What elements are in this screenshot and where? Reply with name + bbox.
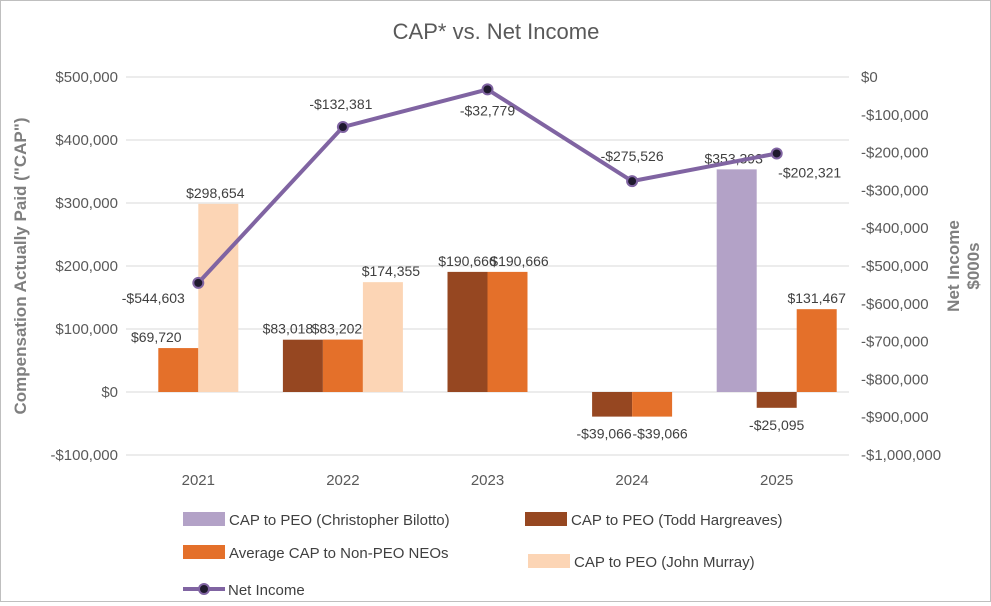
y-tick-label: $400,000 <box>55 132 118 149</box>
y-tick-label: -$100,000 <box>50 447 118 464</box>
y-axis-ticks: $500,000 $400,000 $300,000 $200,000 $100,000… <box>50 69 118 464</box>
y2-tick-label: -$100,000 <box>861 107 929 124</box>
y-tick-label: $100,000 <box>55 321 118 338</box>
bar-hargreaves-2022 <box>282 339 323 392</box>
bar-label-murray-2021: $298,654 <box>186 185 245 201</box>
bar-label-murray-2022: $174,355 <box>362 263 421 279</box>
net-income-point-2023 <box>481 83 494 96</box>
bar-murray-2021 <box>198 203 239 392</box>
y-tick-label: $300,000 <box>55 195 118 212</box>
x-tick-label: 2023 <box>471 472 504 489</box>
x-tick-label: 2025 <box>760 472 793 489</box>
bar-label-non-peo-2025: $131,467 <box>787 290 846 306</box>
bar-hargreaves-2025 <box>756 392 797 408</box>
y-tick-label: $0 <box>101 384 118 401</box>
bar-label-non-peo-2022: $83,202 <box>312 321 363 337</box>
legend-swatch-murray <box>528 554 570 568</box>
x-tick-label: 2022 <box>326 472 359 489</box>
bar-label-non-peo-2024: -$39,066 <box>632 426 687 442</box>
x-tick-label: 2024 <box>615 472 648 489</box>
y-axis-title: Compensation Actually Paid ("CAP") <box>11 118 30 415</box>
bar-label-non-peo-2023: $190,666 <box>490 253 549 269</box>
bar-non-peo-2022 <box>322 339 363 392</box>
net-income-label-2021: -$544,603 <box>122 290 185 306</box>
y2-tick-label: -$1,000,000 <box>861 447 941 464</box>
bar-non-peo-2023 <box>487 271 528 392</box>
bar-murray-2022 <box>362 282 403 392</box>
legend-label-non-peo: Average CAP to Non-PEO NEOs <box>229 545 449 562</box>
legend: CAP to PEO (Christopher Bilotto) CAP to … <box>183 512 782 599</box>
net-income-label-2024: -$275,526 <box>601 148 664 164</box>
y2-tick-label: -$400,000 <box>861 220 929 237</box>
bar-non-peo-2024 <box>632 392 673 417</box>
y2-axis-title-line1: Net Income <box>944 220 963 312</box>
legend-label-murray: CAP to PEO (John Murray) <box>574 554 755 571</box>
net-income-label-2023: -$32,779 <box>460 102 515 118</box>
legend-label-bilotto: CAP to PEO (Christopher Bilotto) <box>229 512 450 529</box>
y2-tick-label: -$800,000 <box>861 371 929 388</box>
bar-label-hargreaves-2024: -$39,066 <box>576 426 631 442</box>
legend-swatch-bilotto <box>183 512 225 526</box>
bar-label-hargreaves-2023: $190,666 <box>438 253 497 269</box>
y2-tick-label: -$600,000 <box>861 296 929 313</box>
bars <box>158 169 837 417</box>
legend-label-hargreaves: CAP to PEO (Todd Hargreaves) <box>571 512 782 529</box>
legend-swatch-non-peo <box>183 545 225 559</box>
y-tick-label: $500,000 <box>55 69 118 86</box>
bar-labels: $69,720 $298,654 $83,018$83,202 $174,355 $19… <box>131 150 846 441</box>
net-income-point-2022 <box>336 121 349 134</box>
bar-label-hargreaves-2025: -$25,095 <box>749 417 804 433</box>
net-income-point-2024 <box>626 175 639 188</box>
y2-tick-label: -$200,000 <box>861 145 929 162</box>
bar-hargreaves-2024 <box>592 392 633 417</box>
y-tick-label: $200,000 <box>55 258 118 275</box>
y2-tick-label: -$500,000 <box>861 258 929 275</box>
bar-non-peo-2025 <box>796 309 837 392</box>
chart-title: CAP* vs. Net Income <box>393 19 600 44</box>
bar-hargreaves-2023 <box>447 271 488 392</box>
net-income-point-2021 <box>192 276 205 289</box>
x-tick-label: 2021 <box>182 472 215 489</box>
y2-tick-label: -$700,000 <box>861 334 929 351</box>
bar-label-non-peo-2021: $69,720 <box>131 329 182 345</box>
y2-axis-title: Net Income $000s <box>944 220 983 312</box>
x-axis-ticks: 2021 2022 2023 2024 2025 <box>182 472 794 489</box>
bar-bilotto-2025 <box>716 169 757 392</box>
legend-swatch-hargreaves <box>525 512 567 526</box>
y2-tick-label: -$900,000 <box>861 409 929 426</box>
y2-axis-ticks: $0 -$100,000 -$200,000 -$300,000 -$400,000 -$… <box>861 69 941 464</box>
bar-label-bilotto-2025: $353,393 <box>704 150 763 166</box>
net-income-label-2022: -$132,381 <box>309 96 372 112</box>
legend-marker-net-income <box>198 583 210 595</box>
y2-tick-label: $0 <box>861 69 878 86</box>
net-income-point-2025 <box>770 147 783 160</box>
y2-axis-title-line2: $000s <box>964 242 983 289</box>
net-income-line-group: -$544,603 -$132,381 -$32,779 -$275,526 -$202… <box>122 83 841 306</box>
bar-non-peo-2021 <box>158 348 199 392</box>
legend-label-net-income: Net Income <box>228 582 305 599</box>
bar-label-hargreaves-2022: $83,018 <box>263 321 314 337</box>
net-income-label-2025: -$202,321 <box>778 164 841 180</box>
y2-tick-label: -$300,000 <box>861 182 929 199</box>
